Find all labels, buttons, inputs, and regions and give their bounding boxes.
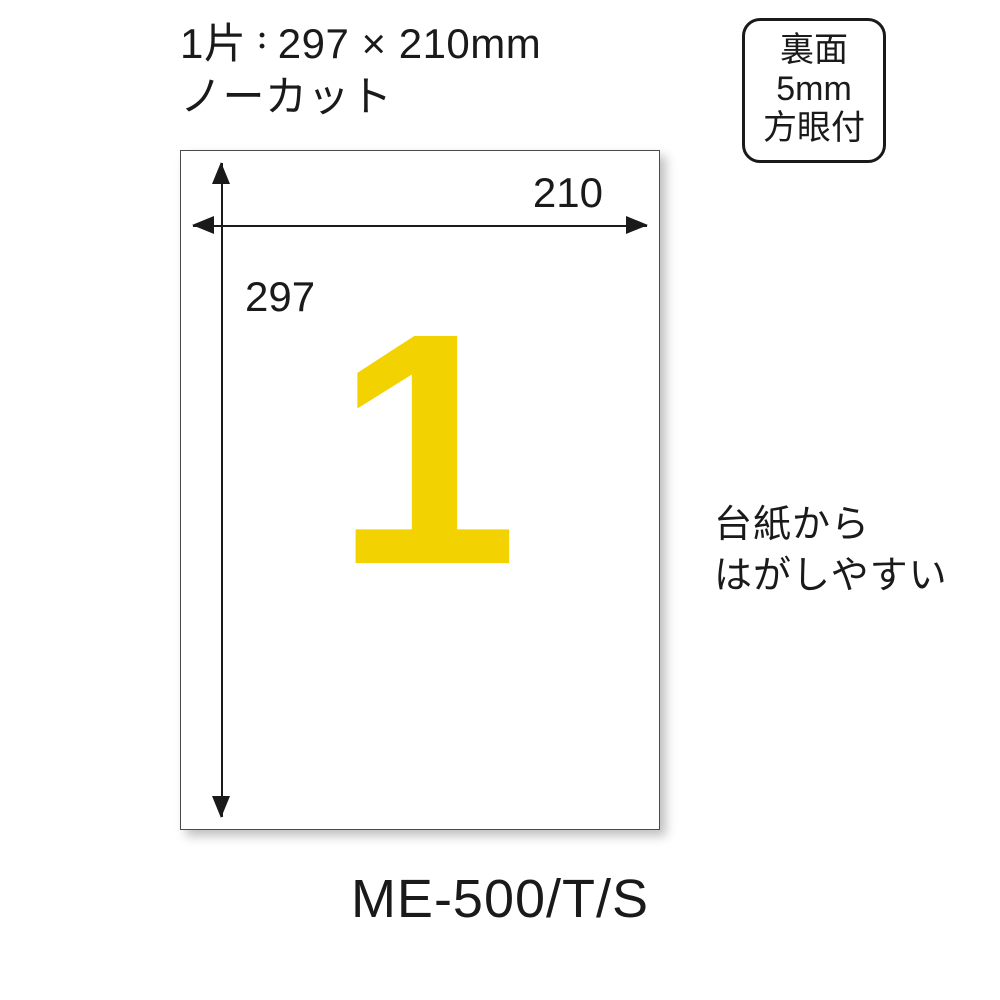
side-note-line2: はがしやすい: [714, 551, 948, 602]
arrow-right-icon: [626, 216, 648, 234]
label-count-number: 1: [181, 284, 659, 614]
sheet-diagram: 210 297 1: [180, 150, 660, 830]
header-line1: 1片・・297 × 210mm: [180, 18, 541, 71]
feature-badge: 裏面 5mm 方眼付: [742, 18, 886, 163]
arrow-up-icon: [212, 162, 230, 184]
side-note-line1: 台紙から: [714, 500, 948, 551]
colon-dots-icon: ・・: [251, 31, 274, 52]
header-prefix: 1片: [180, 20, 246, 67]
arrow-down-icon: [212, 796, 230, 818]
header-dimensions: 297 × 210mm: [278, 20, 542, 67]
badge-line2: 5mm: [763, 70, 865, 109]
sheet-rect: 210 297 1: [180, 150, 660, 830]
model-code: ME-500/T/S: [0, 868, 1000, 930]
header-text: 1片・・297 × 210mm ノーカット: [180, 18, 541, 123]
badge-line3: 方眼付: [763, 109, 865, 148]
badge-line1: 裏面: [763, 31, 865, 70]
width-dimension-line: [193, 225, 647, 227]
width-dimension: 210: [193, 215, 647, 235]
header-line2: ノーカット: [180, 71, 541, 124]
side-note: 台紙から はがしやすい: [714, 500, 948, 603]
width-label: 210: [529, 169, 607, 217]
